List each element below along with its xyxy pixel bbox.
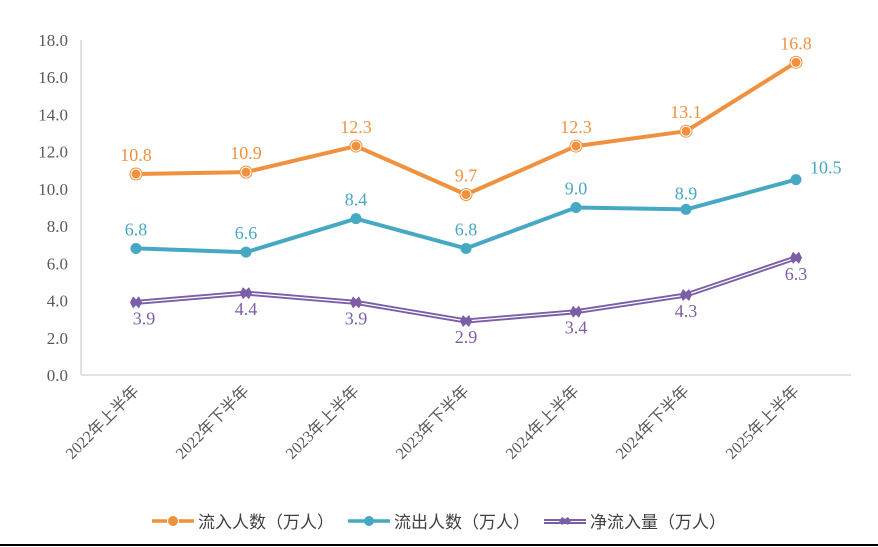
- data-label: 8.4: [345, 190, 368, 210]
- series-group: [129, 55, 803, 328]
- data-label: 9.7: [455, 165, 478, 185]
- legend-item-net[interactable]: 净流入量（万人）: [544, 508, 726, 533]
- data-label: 6.6: [235, 223, 258, 243]
- data-point-inflow-ring: [790, 56, 802, 68]
- data-label: 10.8: [120, 145, 152, 165]
- x-tick-label: 2024年下半年: [612, 382, 693, 463]
- data-point-outflow: [790, 174, 802, 186]
- data-label: 3.9: [345, 308, 368, 328]
- legend: 流入人数（万人） 流出人数（万人） 净流入量（万人）: [0, 508, 878, 533]
- y-tick-label: 18.0: [38, 31, 68, 50]
- data-label: 12.3: [340, 117, 372, 137]
- data-point-outflow: [130, 242, 142, 254]
- y-tick-label: 8.0: [47, 217, 68, 236]
- data-label: 4.3: [675, 301, 698, 321]
- legend-label-net: 净流入量（万人）: [590, 513, 726, 532]
- y-tick-label: 12.0: [38, 143, 68, 162]
- data-label: 9.0: [565, 179, 588, 199]
- y-tick-label: 10.0: [38, 180, 68, 199]
- x-axis-ticks: 2022年上半年 2022年下半年 2023年上半年 2023年下半年 2024年上半年…: [62, 382, 803, 463]
- legend-swatch-net: [544, 516, 586, 525]
- data-label: 13.1: [670, 102, 702, 122]
- y-tick-label: 6.0: [47, 254, 68, 273]
- x-tick-label: 2022年上半年: [62, 382, 143, 463]
- legend-item-inflow[interactable]: 流入人数（万人）: [152, 508, 334, 533]
- data-point-outflow: [240, 246, 252, 258]
- y-tick-label: 16.0: [38, 68, 68, 87]
- data-point-inflow-ring: [460, 188, 472, 200]
- axes: [80, 40, 851, 376]
- x-tick-label: 2024年上半年: [502, 382, 583, 463]
- data-point-outflow: [460, 242, 472, 254]
- x-tick-label: 2023年上半年: [282, 382, 363, 463]
- data-point-net: [460, 315, 472, 328]
- data-label: 10.5: [810, 158, 842, 178]
- data-point-net: [130, 296, 142, 309]
- data-point-inflow-ring: [350, 140, 362, 152]
- data-point-inflow-ring: [570, 140, 582, 152]
- data-label: 16.8: [780, 33, 812, 53]
- data-point-inflow-ring: [130, 168, 142, 180]
- data-label: 6.8: [125, 219, 148, 239]
- y-tick-label: 14.0: [38, 105, 68, 124]
- data-point-inflow-ring: [240, 166, 252, 178]
- data-point-net: [680, 288, 692, 301]
- data-point-outflow: [570, 202, 582, 213]
- legend-label-outflow: 流出人数（万人）: [394, 513, 530, 532]
- data-label: 6.8: [455, 219, 478, 239]
- x-tick-label: 2025年上半年: [722, 382, 803, 463]
- data-point-net: [350, 296, 362, 309]
- data-point-net: [790, 251, 802, 264]
- x-tick-label: 2023年下半年: [392, 382, 473, 463]
- y-tick-label: 4.0: [47, 292, 68, 311]
- legend-swatch-inflow: [152, 514, 194, 527]
- data-point-outflow: [350, 213, 362, 225]
- data-point-net: [240, 287, 252, 300]
- y-tick-label: 2.0: [47, 329, 68, 348]
- data-point-inflow-ring: [680, 125, 692, 137]
- legend-swatch-outflow: [348, 515, 390, 526]
- x-tick-label: 2022年下半年: [172, 382, 253, 463]
- data-label: 10.9: [230, 143, 262, 163]
- data-label: 8.9: [675, 183, 698, 203]
- data-point-net: [570, 305, 582, 318]
- data-label: 3.4: [565, 318, 588, 338]
- data-point-outflow: [680, 203, 692, 215]
- bottom-border: [0, 544, 878, 546]
- legend-item-outflow[interactable]: 流出人数（万人）: [348, 508, 530, 533]
- data-labels: 10.8 10.9 12.3 9.7 12.3 13.1 16.8 6.8 6.6 8.4 6.8 9…: [120, 33, 841, 347]
- y-axis-ticks: 0.0 2.0 4.0 6.0 8.0 10.0 12.0 14.0 16.0 18.0: [38, 31, 68, 385]
- data-label: 2.9: [455, 327, 478, 347]
- legend-label-inflow: 流入人数（万人）: [198, 513, 334, 532]
- data-label: 6.3: [785, 264, 808, 284]
- y-tick-label: 0.0: [47, 366, 68, 385]
- data-label: 4.4: [235, 299, 258, 319]
- data-label: 12.3: [560, 117, 592, 137]
- data-label: 3.9: [133, 308, 156, 328]
